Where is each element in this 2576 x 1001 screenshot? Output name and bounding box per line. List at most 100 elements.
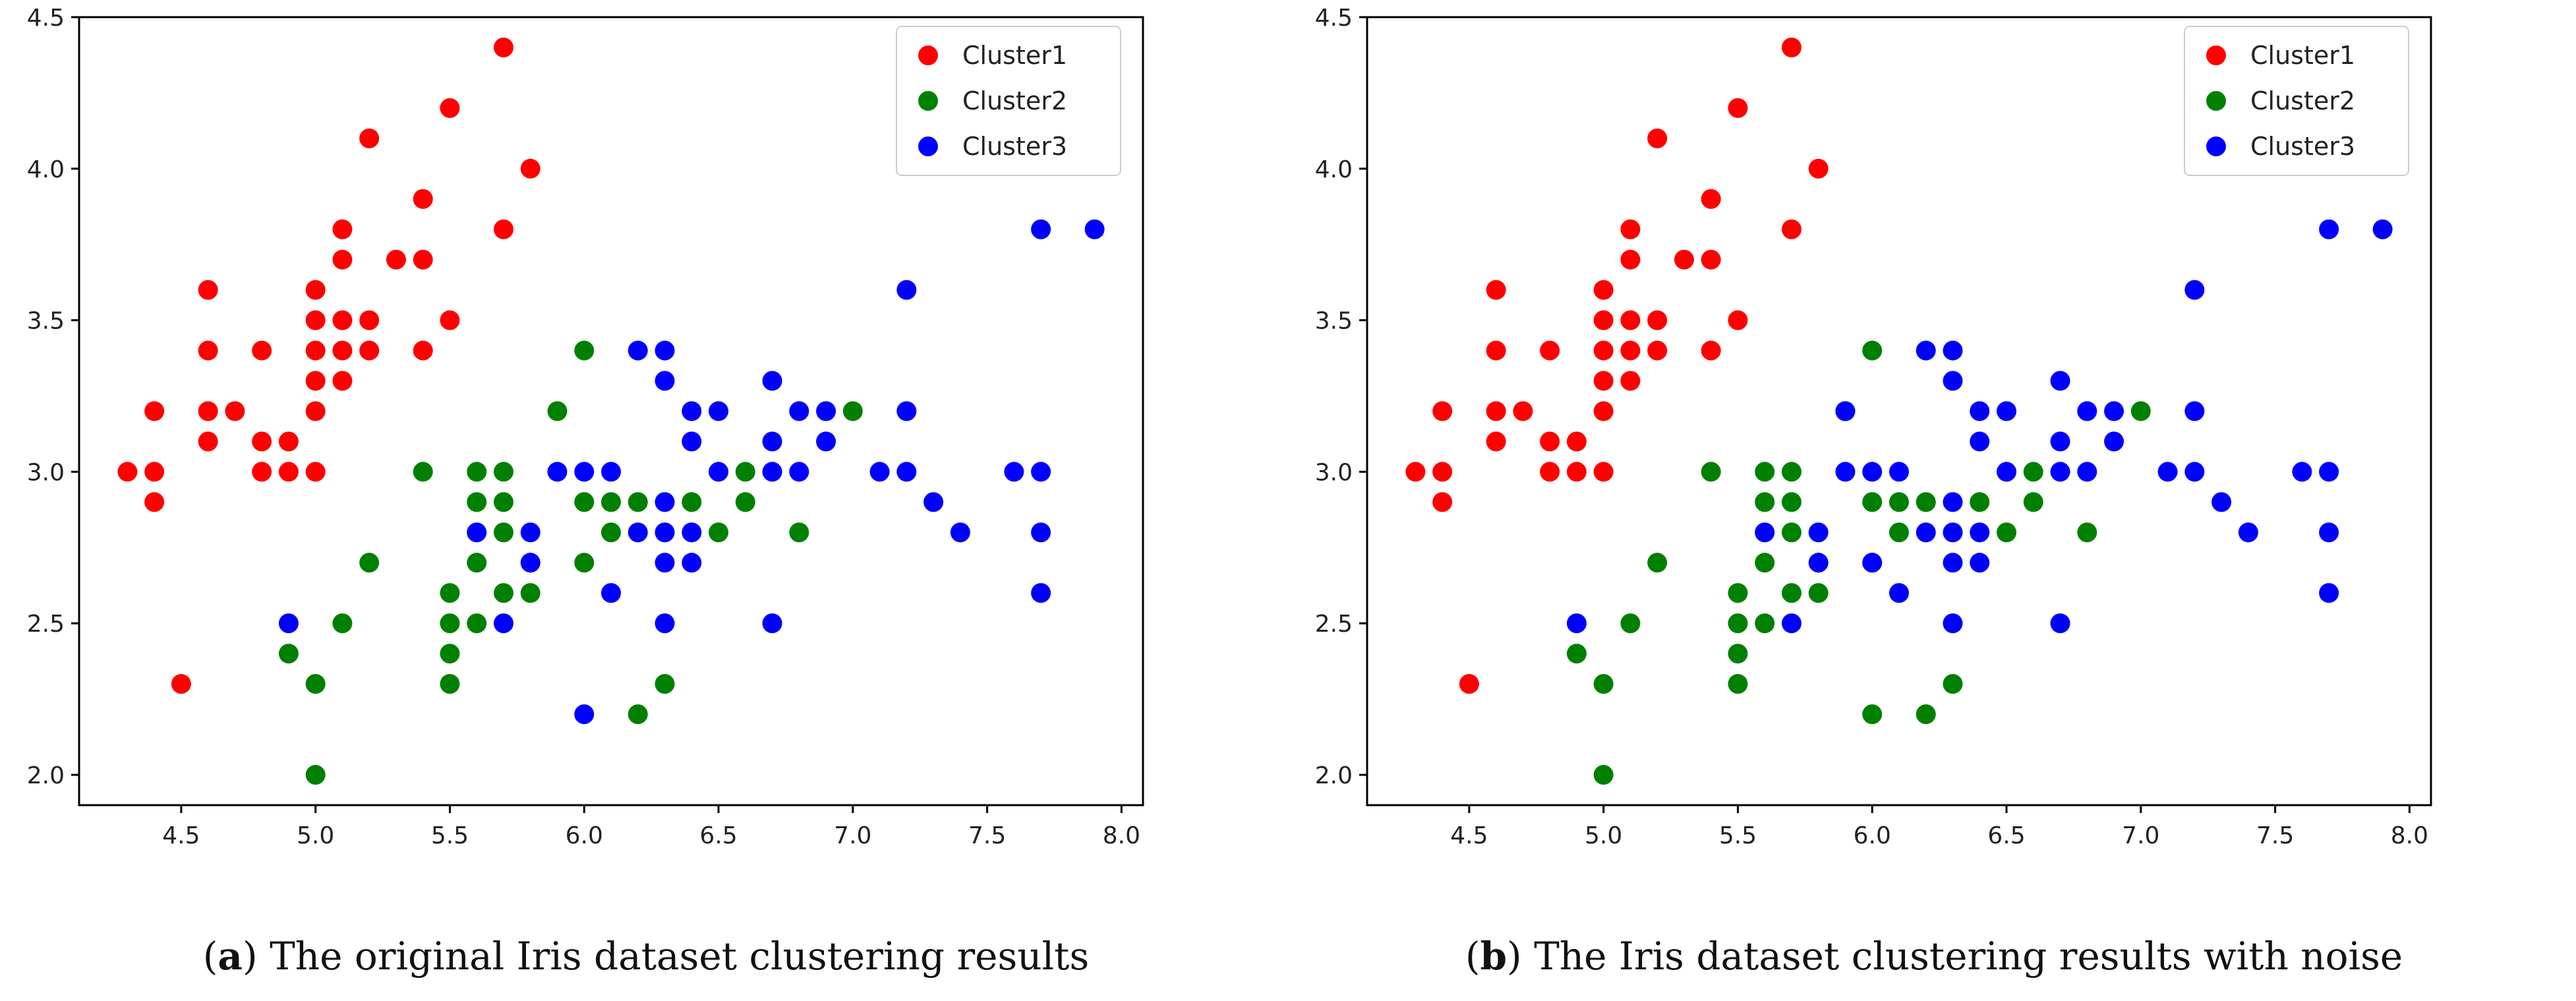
data-point-cluster1 bbox=[198, 340, 218, 361]
data-point-cluster3 bbox=[655, 522, 675, 543]
data-point-cluster3 bbox=[1943, 492, 1963, 512]
data-point-cluster2 bbox=[520, 583, 541, 603]
points-layer-b bbox=[1405, 37, 2393, 785]
x-tick-label: 6.5 bbox=[1987, 822, 2025, 849]
x-tick-label: 7.5 bbox=[968, 822, 1006, 849]
data-point-cluster2 bbox=[1755, 613, 1775, 634]
legend-marker-cluster3 bbox=[2206, 136, 2226, 156]
data-point-cluster3 bbox=[1835, 462, 1856, 482]
data-point-cluster1 bbox=[413, 189, 433, 209]
x-tick-label: 5.0 bbox=[297, 822, 334, 849]
legend-marker-cluster1 bbox=[918, 46, 938, 65]
data-point-cluster1 bbox=[252, 340, 272, 361]
data-point-cluster1 bbox=[493, 219, 513, 239]
data-point-cluster1 bbox=[1540, 462, 1560, 482]
data-point-cluster3 bbox=[1916, 340, 1936, 361]
data-point-cluster1 bbox=[305, 401, 326, 421]
data-point-cluster1 bbox=[440, 310, 460, 330]
data-point-cluster3 bbox=[2104, 401, 2124, 421]
data-point-cluster1 bbox=[1647, 310, 1668, 330]
data-point-cluster2 bbox=[305, 765, 326, 785]
data-point-cluster2 bbox=[493, 522, 513, 543]
data-point-cluster1 bbox=[1728, 310, 1748, 330]
data-point-cluster3 bbox=[2184, 462, 2205, 482]
data-point-cluster3 bbox=[2050, 371, 2070, 391]
data-point-cluster3 bbox=[2319, 522, 2339, 543]
data-point-cluster3 bbox=[1916, 522, 1936, 543]
data-point-cluster2 bbox=[440, 613, 460, 634]
data-point-cluster1 bbox=[332, 249, 353, 270]
data-point-cluster2 bbox=[1728, 613, 1748, 634]
data-point-cluster2 bbox=[305, 674, 326, 694]
y-tick-label: 3.0 bbox=[27, 459, 65, 486]
data-point-cluster1 bbox=[1486, 401, 1506, 421]
data-point-cluster3 bbox=[1970, 401, 1990, 421]
data-point-cluster3 bbox=[2372, 219, 2393, 239]
data-point-cluster3 bbox=[1997, 462, 2017, 482]
data-point-cluster2 bbox=[1781, 462, 1801, 482]
data-point-cluster2 bbox=[1755, 462, 1775, 482]
data-point-cluster2 bbox=[842, 401, 863, 421]
data-point-cluster3 bbox=[816, 401, 836, 421]
data-point-cluster2 bbox=[467, 613, 487, 634]
data-point-cluster2 bbox=[2023, 462, 2043, 482]
data-point-cluster2 bbox=[1997, 522, 2017, 543]
data-point-cluster1 bbox=[386, 249, 406, 270]
data-point-cluster1 bbox=[1620, 340, 1641, 361]
data-point-cluster3 bbox=[520, 553, 541, 573]
data-point-cluster3 bbox=[1031, 219, 1051, 239]
data-point-cluster1 bbox=[1459, 674, 1479, 694]
data-point-cluster3 bbox=[2077, 462, 2097, 482]
data-point-cluster3 bbox=[682, 553, 702, 573]
y-tick-label: 3.0 bbox=[1315, 459, 1353, 486]
data-point-cluster2 bbox=[1862, 492, 1883, 512]
y-tick-label: 3.5 bbox=[1315, 308, 1353, 335]
data-point-cluster3 bbox=[601, 462, 621, 482]
data-point-cluster1 bbox=[1647, 340, 1668, 361]
data-point-cluster1 bbox=[278, 431, 299, 452]
data-point-cluster3 bbox=[547, 462, 568, 482]
data-point-cluster3 bbox=[2157, 462, 2178, 482]
data-point-cluster3 bbox=[896, 462, 917, 482]
data-point-cluster2 bbox=[1755, 553, 1775, 573]
scatter-chart-b: 4.5 5.0 5.5 6.0 6.5 7.0 7.5 8.0 2.0 2.5 3.0 3.5 4.0 4… bbox=[1315, 5, 2432, 979]
data-point-cluster3 bbox=[493, 613, 513, 634]
data-point-cluster3 bbox=[950, 522, 970, 543]
data-point-cluster1 bbox=[1405, 462, 1426, 482]
data-point-cluster2 bbox=[332, 613, 353, 634]
data-point-cluster1 bbox=[1593, 310, 1614, 330]
data-point-cluster3 bbox=[1970, 522, 1990, 543]
data-point-cluster3 bbox=[789, 401, 809, 421]
data-point-cluster3 bbox=[709, 401, 729, 421]
data-point-cluster2 bbox=[467, 553, 487, 573]
data-point-cluster3 bbox=[1808, 522, 1829, 543]
legend-b: Cluster1 Cluster2 Cluster3 bbox=[2184, 26, 2409, 176]
x-tick-label: 6.0 bbox=[1854, 822, 1891, 849]
y-tick-label: 2.0 bbox=[27, 762, 65, 789]
data-point-cluster2 bbox=[440, 674, 460, 694]
data-point-cluster1 bbox=[332, 219, 353, 239]
data-point-cluster1 bbox=[198, 431, 218, 452]
data-point-cluster1 bbox=[1647, 128, 1668, 148]
data-point-cluster3 bbox=[1889, 583, 1909, 603]
data-point-cluster2 bbox=[682, 492, 702, 512]
data-point-cluster1 bbox=[413, 249, 433, 270]
data-point-cluster1 bbox=[252, 431, 272, 452]
data-point-cluster3 bbox=[1835, 401, 1856, 421]
data-point-cluster3 bbox=[2319, 462, 2339, 482]
data-point-cluster1 bbox=[198, 280, 218, 300]
caption-a: (a) The original Iris dataset clustering… bbox=[203, 934, 1090, 979]
data-point-cluster3 bbox=[655, 613, 675, 634]
x-tick-label: 7.0 bbox=[2122, 822, 2159, 849]
data-point-cluster2 bbox=[628, 704, 648, 725]
legend-label-cluster2: Cluster2 bbox=[2250, 86, 2355, 115]
data-point-cluster1 bbox=[1781, 37, 1801, 57]
caption-text-a: The original Iris dataset clustering res… bbox=[270, 934, 1089, 979]
data-point-cluster3 bbox=[601, 583, 621, 603]
data-point-cluster3 bbox=[762, 371, 782, 391]
data-point-cluster1 bbox=[1620, 310, 1641, 330]
data-point-cluster2 bbox=[440, 583, 460, 603]
data-point-cluster2 bbox=[413, 462, 433, 482]
data-point-cluster1 bbox=[252, 462, 272, 482]
data-point-cluster3 bbox=[1970, 553, 1990, 573]
